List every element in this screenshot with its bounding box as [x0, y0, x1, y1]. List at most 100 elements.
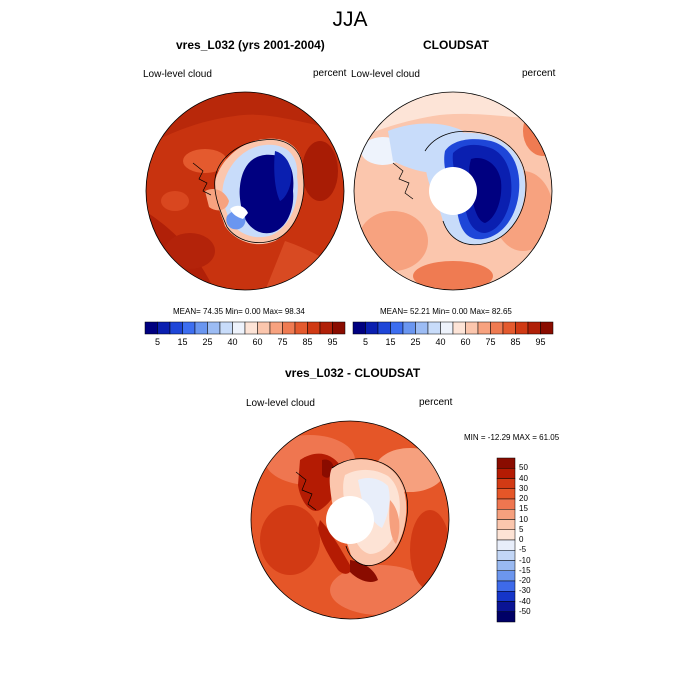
colorbar-swatch [496, 519, 516, 530]
colorbar-tick-label: 15 [177, 337, 188, 347]
colorbar-tick-label: 40 [227, 337, 238, 347]
colorbar-tick-label: 75 [485, 337, 496, 347]
colorbar-swatch [282, 321, 296, 335]
colorbar-swatch [502, 321, 516, 335]
colorbar-tick-label: 30 [519, 483, 528, 493]
colorbar-swatch [540, 321, 554, 335]
panel-3-right-label: percent [419, 397, 453, 408]
colorbar-tick-label: 75 [277, 337, 288, 347]
figure-title: JJA [332, 8, 368, 31]
colorbar-swatch [490, 321, 504, 335]
panel-3-colorbar-labels: 50 40 30 20 15 10 5 0 -5 -10 -15 -20 -30 -40 -50 [519, 458, 559, 622]
colorbar-tick-label: -30 [519, 586, 531, 596]
colorbar-swatch [194, 321, 208, 335]
panel-2-colorbar [352, 321, 554, 335]
colorbar-swatch [169, 321, 183, 335]
colorbar-tick-label: 5 [154, 337, 160, 347]
colorbar-tick-label: 15 [519, 504, 528, 514]
colorbar-swatch [427, 321, 441, 335]
colorbar-swatch [390, 321, 404, 335]
colorbar-swatch [496, 591, 516, 602]
colorbar-tick-label: -50 [519, 606, 531, 616]
colorbar-tick-label: 0 [519, 535, 524, 544]
colorbar-swatch [496, 611, 516, 623]
colorbar-swatch [496, 601, 516, 612]
colorbar-tick-label: -5 [519, 545, 527, 555]
colorbar-swatch [377, 321, 391, 335]
colorbar-tick-label: 25 [202, 337, 213, 347]
colorbar-swatch [352, 321, 366, 335]
colorbar-swatch [269, 321, 283, 335]
colorbar-tick-label: 40 [519, 473, 528, 483]
colorbar-swatch [452, 321, 466, 335]
colorbar-swatch [496, 550, 516, 561]
panel-2-colorbar-labels: 5 15 25 40 60 75 85 95 [353, 337, 553, 349]
colorbar-swatch [257, 321, 271, 335]
panel-2-map [353, 91, 553, 291]
panel-3-map [250, 420, 450, 620]
colorbar-tick-label: -20 [519, 576, 531, 585]
colorbar-tick-label: 50 [519, 463, 528, 473]
colorbar-swatch [440, 321, 454, 335]
colorbar-tick-label: 85 [302, 337, 313, 347]
panel-1-title: vres_L032 (yrs 2001-2004) [176, 38, 325, 52]
colorbar-tick-label: 40 [435, 337, 446, 347]
colorbar-tick-label: 85 [510, 337, 521, 347]
colorbar-tick-label: 5 [519, 524, 524, 534]
colorbar-swatch [515, 321, 529, 335]
colorbar-swatch [319, 321, 333, 335]
panel-1-map [145, 91, 345, 291]
colorbar-swatch [477, 321, 491, 335]
colorbar-swatch [527, 321, 541, 335]
panel-1-right-label: percent [313, 68, 347, 79]
panel-1-colorbar [144, 321, 346, 335]
colorbar-swatch [144, 321, 158, 335]
colorbar-swatch [402, 321, 416, 335]
colorbar-tick-label: 10 [519, 514, 528, 524]
colorbar-swatch [365, 321, 379, 335]
colorbar-swatch [307, 321, 321, 335]
colorbar-swatch [332, 321, 346, 335]
colorbar-swatch [207, 321, 221, 335]
panel-3-colorbar [496, 457, 516, 623]
panel-2-stats: MEAN= 52.21 Min= 0.00 Max= 82.65 [380, 307, 512, 316]
panel-1-colorbar-labels: 5 15 25 40 60 75 85 95 [145, 337, 345, 349]
colorbar-swatch [496, 488, 516, 500]
colorbar-tick-label: 25 [410, 337, 421, 347]
colorbar-swatch [182, 321, 196, 335]
colorbar-tick-label: -15 [519, 565, 531, 575]
colorbar-swatch [496, 457, 516, 469]
colorbar-swatch [294, 321, 308, 335]
colorbar-swatch [496, 560, 516, 571]
colorbar-tick-label: 95 [535, 337, 546, 347]
panel-3-title: vres_L032 - CLOUDSAT [285, 366, 421, 380]
panel-2-right-label: percent [522, 68, 556, 79]
panel-1-left-label: Low-level cloud [143, 69, 212, 80]
colorbar-tick-label: 20 [519, 494, 528, 503]
colorbar-tick-label: 5 [362, 337, 368, 347]
colorbar-tick-label: -40 [519, 596, 531, 606]
panel-2-title: CLOUDSAT [423, 38, 489, 52]
panel-3-stats: MIN = -12.29 MAX = 61.05 [464, 433, 560, 442]
colorbar-tick-label: 60 [252, 337, 263, 347]
panel-2-left-label: Low-level cloud [351, 69, 420, 80]
colorbar-swatch [496, 509, 516, 520]
colorbar-swatch [415, 321, 429, 335]
colorbar-swatch [244, 321, 258, 335]
panel-3-left-label: Low-level cloud [246, 398, 315, 409]
colorbar-tick-label: 60 [460, 337, 471, 347]
colorbar-swatch [465, 321, 479, 335]
colorbar-tick-label: 15 [385, 337, 396, 347]
colorbar-swatch [496, 529, 516, 541]
panel-1-stats: MEAN= 74.35 Min= 0.00 Max= 98.34 [173, 307, 305, 316]
colorbar-swatch [157, 321, 171, 335]
colorbar-swatch [496, 570, 516, 582]
colorbar-swatch [496, 539, 516, 551]
colorbar-tick-label: -10 [519, 555, 531, 565]
colorbar-swatch [496, 468, 516, 479]
colorbar-tick-label: 95 [327, 337, 338, 347]
colorbar-swatch [496, 498, 516, 510]
colorbar-swatch [232, 321, 246, 335]
colorbar-swatch [219, 321, 233, 335]
colorbar-swatch [496, 580, 516, 592]
